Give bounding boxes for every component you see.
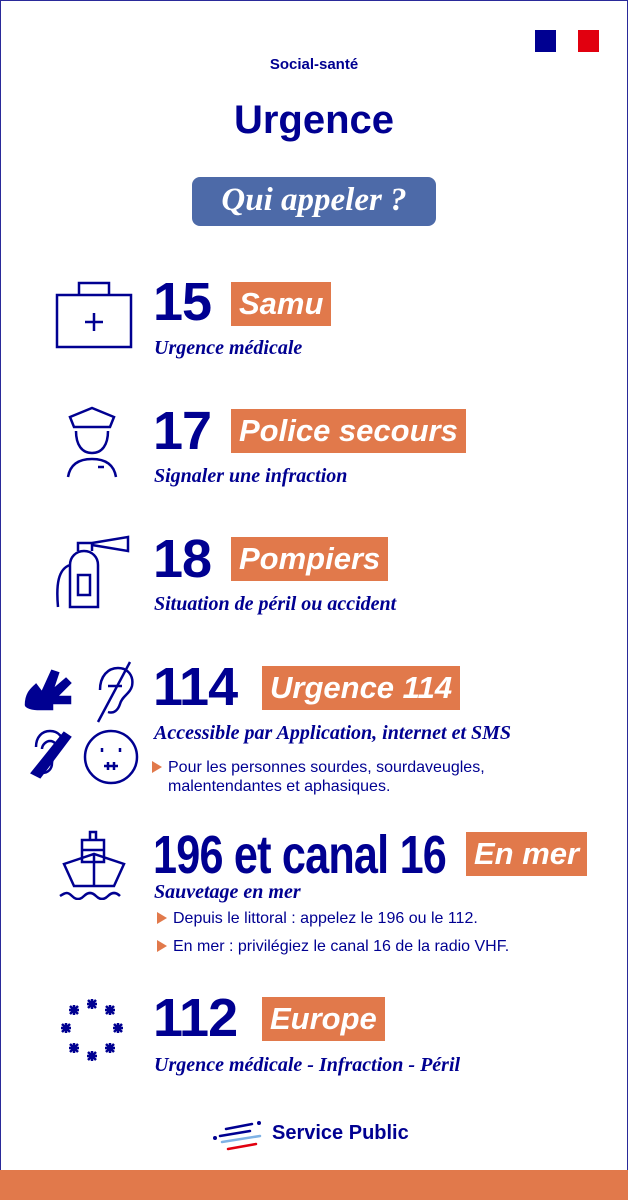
- footer-orange-bar: [0, 1170, 628, 1200]
- eu-stars-icon: [59, 999, 125, 1063]
- subtitle-17: Signaler une infraction: [154, 465, 348, 487]
- number-112: 112: [153, 988, 238, 1048]
- bullet-196-1: Depuis le littoral : appelez le 196 ou l…: [157, 909, 478, 928]
- number-114: 114: [153, 657, 238, 717]
- subtitle-18: Situation de péril ou accident: [154, 593, 397, 615]
- republique-francaise-flag-logo: [535, 30, 599, 52]
- bullet-114-1: Pour les personnes sourdes, sourdaveugle…: [152, 758, 572, 796]
- first-aid-kit-icon: [55, 281, 133, 349]
- tag-police-secours: Police secours: [231, 409, 466, 453]
- tag-europe: Europe: [262, 997, 385, 1041]
- tag-en-mer: En mer: [466, 832, 588, 876]
- service-public-logo-icon: [213, 1121, 262, 1151]
- service-public-logo-text: Service Public: [272, 1122, 409, 1144]
- aphasia-face-icon: [83, 729, 139, 785]
- ship-icon: [59, 830, 126, 900]
- tag-samu: Samu: [231, 282, 332, 326]
- fire-extinguisher-icon: [56, 535, 130, 609]
- number-17: 17: [153, 401, 212, 461]
- deaf-no-hearing-icon: [96, 661, 134, 723]
- question-pill: Qui appeler ?: [192, 177, 436, 226]
- subtitle-196: Sauvetage en mer: [154, 881, 301, 903]
- number-196-canal-16: 196 et canal 16: [153, 825, 447, 885]
- police-officer-icon: [66, 406, 118, 478]
- number-15: 15: [153, 272, 212, 332]
- number-18: 18: [153, 529, 212, 589]
- sign-language-hands-icon: [24, 669, 72, 711]
- category-label: Social-santé: [269, 56, 359, 73]
- hearing-aid-ear-icon: [30, 729, 72, 779]
- page-title: Urgence: [233, 98, 395, 142]
- tag-urgence-114: Urgence 114: [262, 666, 461, 710]
- bullet-196-2: En mer : privilégiez le canal 16 de la r…: [157, 937, 509, 956]
- subtitle-15: Urgence médicale: [154, 337, 303, 359]
- subtitle-114: Accessible par Application, internet et …: [154, 722, 512, 744]
- tag-pompiers: Pompiers: [231, 537, 389, 581]
- subtitle-112: Urgence médicale - Infraction - Péril: [154, 1054, 461, 1076]
